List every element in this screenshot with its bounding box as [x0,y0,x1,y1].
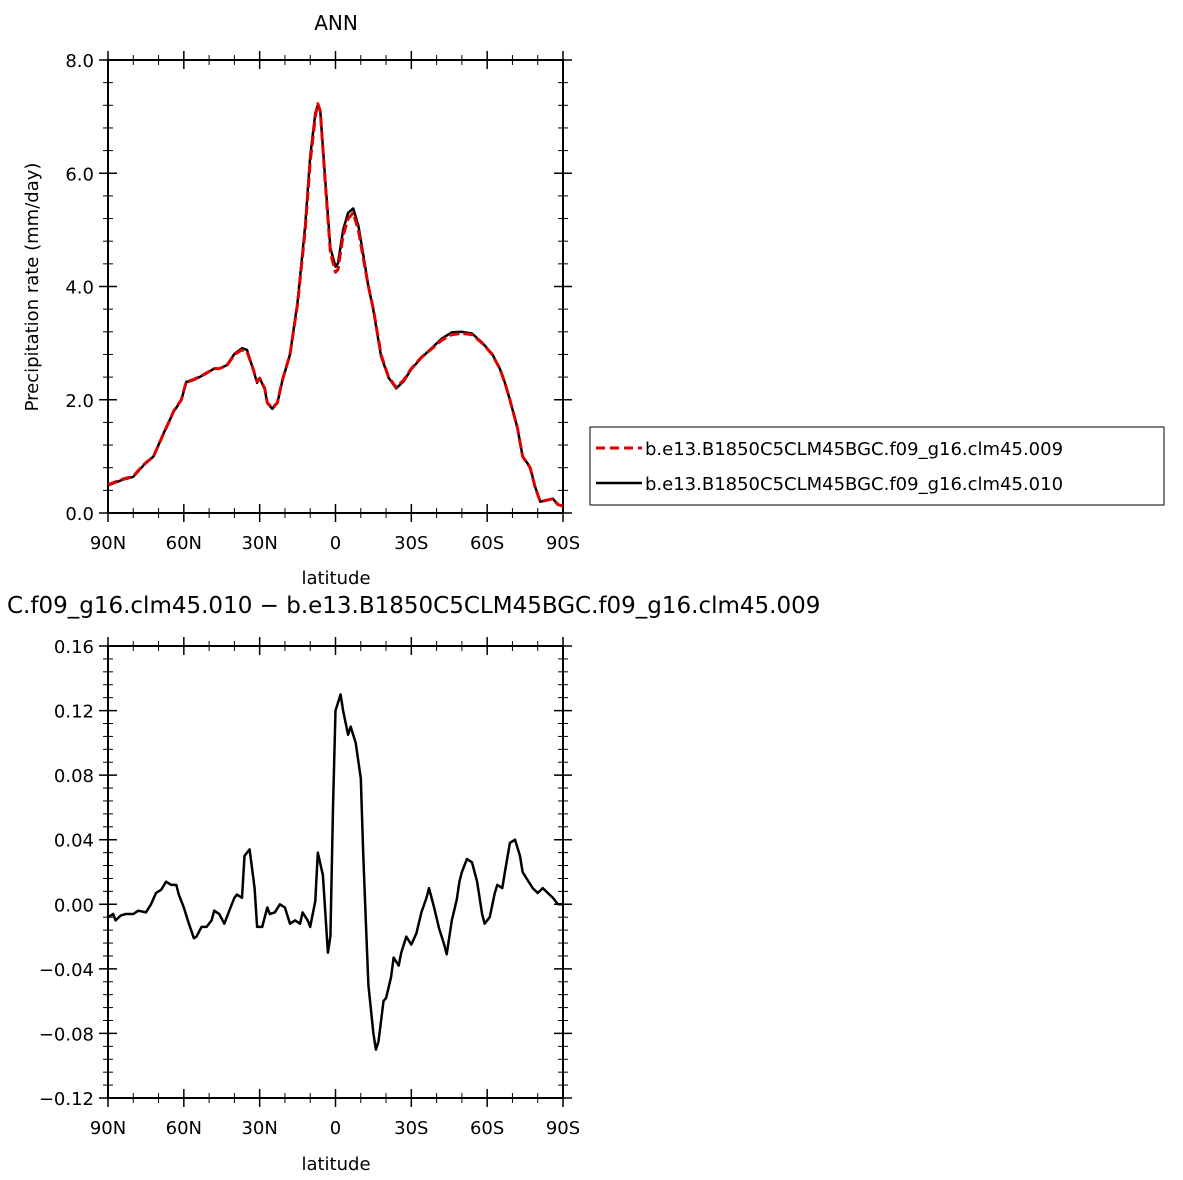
y-tick-label: 0.12 [54,702,94,723]
x-tick-label: 30S [394,533,428,554]
series-line-0 [107,693,563,1051]
legend-box [589,426,1165,506]
y-tick-label: 0.04 [54,831,94,852]
chart-title: ANN [314,11,358,35]
x-tick-label: 60S [470,1118,504,1139]
legend-entry-009: b.e13.B1850C5CLM45BGC.f09_g16.clm45.009 [645,439,1063,460]
x-axis-label: latitude [301,1154,370,1175]
x-tick-label: 60N [166,533,202,554]
x-axis-label: latitude [301,568,370,589]
series-line-0 [107,102,564,508]
y-tick-label: 8.0 [65,51,94,72]
legend-entry-010: b.e13.B1850C5CLM45BGC.f09_g16.clm45.010 [645,474,1063,495]
x-tick-label: 30N [241,533,277,554]
x-tick-label: 0 [330,1118,341,1139]
legend: b.e13.B1850C5CLM45BGC.f09_g16.clm45.009 … [589,426,1165,506]
x-tick-label: 90N [90,1118,126,1139]
series-line-1 [107,104,564,508]
plot-area: 0.0 2.0 4.0 6.0 8.0 90N 60N 30N 0 30S 60S 90S [65,51,580,554]
plot-area: −0.12 −0.08 −0.04 0.00 0.04 0.08 0.12 0.16 90N 60… [39,637,580,1139]
precipitation-panel: ANN Precipitation rate (mm/day) latitude… [22,11,1165,589]
y-tick-label: −0.04 [39,960,94,981]
y-tick-label: −0.12 [39,1089,94,1110]
y-tick-label: 0.16 [54,637,94,658]
x-tick-label: 30S [394,1118,428,1139]
plot-frame [107,59,564,514]
y-tick-label: 4.0 [65,278,94,299]
x-tick-label: 0 [330,533,341,554]
x-tick-label: 90S [546,533,580,554]
x-tick-label: 90S [546,1118,580,1139]
chart-title: C.f09_g16.clm45.010 − b.e13.B1850C5CLM45… [7,593,820,619]
y-axis-label: Precipitation rate (mm/day) [22,163,43,412]
y-tick-label: −0.08 [39,1024,94,1045]
y-tick-label: 0.08 [54,766,94,787]
difference-panel: C.f09_g16.clm45.010 − b.e13.B1850C5CLM45… [7,593,820,1175]
x-tick-label: 60S [470,533,504,554]
x-tick-label: 60N [166,1118,202,1139]
y-tick-label: 2.0 [65,391,94,412]
y-tick-label: 0.0 [65,504,94,525]
y-tick-label: 0.00 [54,895,94,916]
x-tick-label: 30N [241,1118,277,1139]
y-tick-label: 6.0 [65,164,94,185]
x-tick-label: 90N [90,533,126,554]
